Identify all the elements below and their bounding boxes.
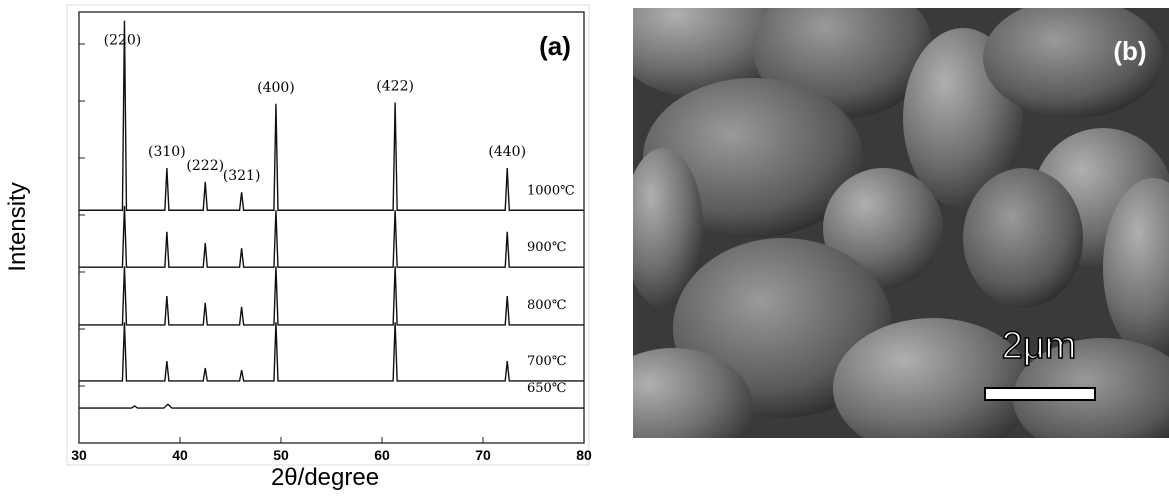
x-tick-label: 50: [273, 447, 289, 463]
series-label: 700℃: [527, 354, 566, 369]
plot-frame: [78, 11, 585, 444]
y-axis-label: Intensity: [4, 182, 31, 271]
grains: [633, 8, 1169, 438]
x-tick-label: 80: [576, 447, 592, 463]
peak-label: (220): [104, 33, 142, 49]
sem-image: (b) 2μm: [633, 8, 1169, 438]
xrd-chart: (a) Intensity 2θ/degree 30 40 50 60 70 80 1000…: [4, 4, 592, 491]
peak-label: (222): [186, 158, 224, 174]
series-label: 800℃: [527, 298, 566, 313]
x-tick-label: 30: [71, 447, 87, 463]
peak-label: (321): [223, 168, 261, 184]
panel-label: (b): [1113, 36, 1146, 66]
x-tick-label: 70: [475, 447, 491, 463]
xrd-pattern: [79, 322, 584, 382]
peak-label: (310): [148, 144, 186, 160]
x-tick-label: 40: [172, 447, 188, 463]
xrd-pattern: [79, 20, 584, 211]
xrd-pattern: [79, 403, 584, 409]
peak-label: (422): [376, 79, 414, 95]
peak-label: (440): [488, 144, 526, 160]
series-label: 900℃: [527, 240, 566, 255]
peak-label: (400): [257, 80, 295, 96]
series-label: 1000℃: [527, 183, 575, 198]
x-axis-label: 2θ/degree: [271, 464, 379, 491]
panel-label: (a): [539, 31, 571, 61]
series-label: 650℃: [527, 381, 566, 396]
panel-frame: [66, 4, 590, 466]
xrd-pattern: [79, 266, 584, 326]
scale-bar-label: 2μm: [1002, 325, 1077, 367]
scale-bar: [984, 387, 1096, 401]
xrd-pattern: [79, 205, 584, 268]
x-tick-label: 60: [374, 447, 390, 463]
